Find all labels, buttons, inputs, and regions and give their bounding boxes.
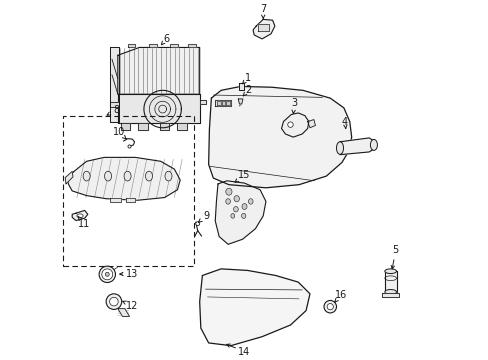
Polygon shape	[382, 293, 398, 297]
Ellipse shape	[83, 171, 90, 181]
Ellipse shape	[99, 266, 115, 283]
Text: 11: 11	[78, 219, 90, 229]
Ellipse shape	[241, 213, 245, 219]
Polygon shape	[238, 99, 243, 104]
Polygon shape	[110, 102, 119, 107]
Polygon shape	[253, 19, 274, 39]
Polygon shape	[258, 24, 268, 31]
Ellipse shape	[248, 199, 253, 204]
Ellipse shape	[164, 171, 172, 181]
Polygon shape	[121, 123, 130, 130]
Ellipse shape	[233, 207, 238, 212]
Text: 9: 9	[203, 211, 209, 221]
Polygon shape	[215, 100, 230, 106]
Text: 14: 14	[238, 347, 250, 356]
Ellipse shape	[128, 145, 131, 148]
Ellipse shape	[225, 199, 230, 204]
Text: 12: 12	[126, 301, 138, 311]
Ellipse shape	[109, 297, 118, 306]
Ellipse shape	[106, 294, 122, 309]
Polygon shape	[72, 210, 88, 221]
Ellipse shape	[225, 188, 231, 195]
Ellipse shape	[326, 303, 333, 310]
Text: 2: 2	[245, 85, 251, 95]
Polygon shape	[110, 198, 121, 202]
Polygon shape	[384, 271, 396, 292]
Polygon shape	[125, 198, 135, 202]
Ellipse shape	[384, 289, 396, 294]
Polygon shape	[160, 123, 169, 130]
Ellipse shape	[287, 122, 293, 127]
Polygon shape	[65, 171, 73, 184]
Text: 13: 13	[126, 269, 138, 279]
Text: 10: 10	[113, 127, 125, 138]
Ellipse shape	[242, 204, 246, 210]
Ellipse shape	[369, 139, 377, 150]
Polygon shape	[68, 157, 180, 200]
Polygon shape	[226, 101, 229, 105]
Text: 8: 8	[113, 105, 120, 115]
Polygon shape	[199, 269, 309, 346]
Ellipse shape	[77, 214, 83, 218]
Polygon shape	[215, 181, 265, 244]
Polygon shape	[118, 94, 199, 123]
Ellipse shape	[102, 269, 113, 280]
Ellipse shape	[104, 171, 111, 181]
Polygon shape	[307, 120, 315, 128]
Text: 15: 15	[237, 170, 249, 180]
Polygon shape	[138, 123, 147, 130]
Text: 5: 5	[392, 245, 398, 255]
Ellipse shape	[124, 171, 131, 181]
Polygon shape	[177, 123, 186, 130]
Text: 4: 4	[341, 117, 347, 126]
Polygon shape	[127, 44, 135, 48]
Ellipse shape	[105, 273, 109, 276]
Ellipse shape	[233, 195, 239, 202]
Ellipse shape	[195, 222, 199, 226]
Polygon shape	[187, 44, 195, 48]
Polygon shape	[217, 101, 220, 105]
Polygon shape	[208, 86, 351, 188]
Ellipse shape	[336, 142, 343, 154]
Polygon shape	[222, 101, 225, 105]
Text: 7: 7	[260, 4, 266, 14]
Ellipse shape	[384, 269, 396, 274]
Polygon shape	[170, 44, 178, 48]
Ellipse shape	[324, 301, 336, 313]
Polygon shape	[149, 44, 157, 48]
Polygon shape	[339, 138, 373, 155]
Polygon shape	[199, 100, 205, 104]
Ellipse shape	[230, 213, 234, 218]
Polygon shape	[281, 113, 308, 137]
Text: 16: 16	[334, 290, 346, 300]
Polygon shape	[110, 48, 119, 122]
Polygon shape	[118, 309, 129, 316]
Text: 3: 3	[291, 98, 297, 108]
Polygon shape	[239, 83, 244, 90]
Ellipse shape	[145, 171, 152, 181]
Text: 1: 1	[245, 73, 251, 83]
Polygon shape	[118, 48, 199, 94]
Text: 6: 6	[163, 34, 169, 44]
